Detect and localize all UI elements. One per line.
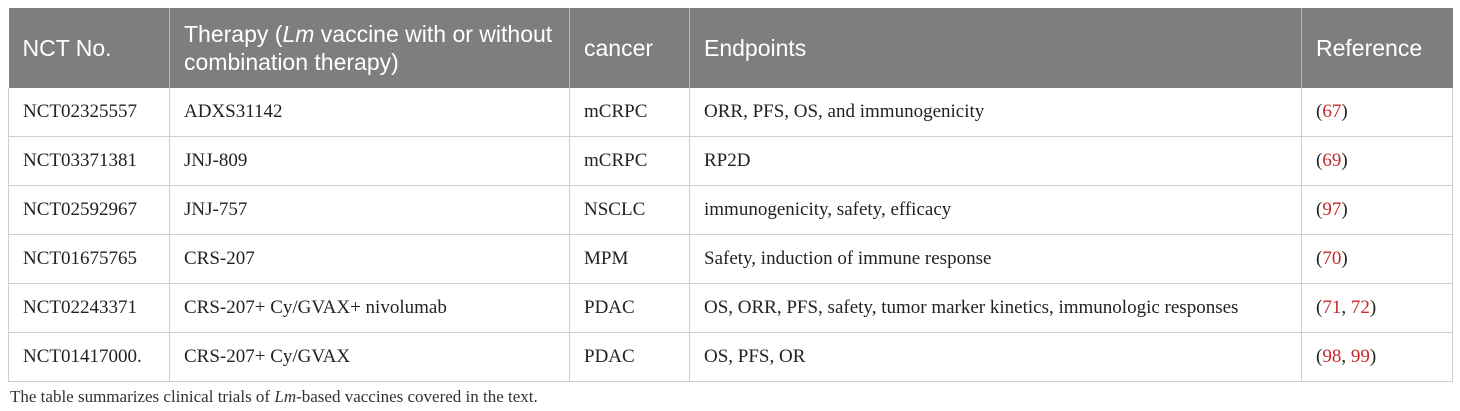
cell-reference: (67): [1301, 88, 1453, 137]
cell-reference: (98, 99): [1301, 332, 1453, 382]
reference-link[interactable]: 72: [1350, 297, 1370, 318]
ref-open-paren: (: [1316, 346, 1323, 367]
header-nct: NCT No.: [8, 8, 170, 88]
cell-cancer: PDAC: [569, 283, 690, 333]
ref-close-paren: ): [1341, 248, 1348, 269]
header-therapy-post: vaccine with or without combination ther…: [184, 21, 553, 75]
cell-nct: NCT01417000.: [8, 332, 170, 382]
ref-separator: ,: [1341, 346, 1351, 367]
clinical-trials-table: NCT No. Therapy (Lm vaccine with or with…: [8, 8, 1453, 382]
ref-open-paren: (: [1316, 248, 1323, 269]
header-reference: Reference: [1301, 8, 1453, 88]
ref-close-paren: ): [1341, 199, 1348, 220]
caption-pre: The table summarizes clinical trials of: [10, 387, 275, 406]
cell-therapy: CRS-207+ Cy/GVAX: [169, 332, 570, 382]
header-therapy-lm: Lm: [282, 21, 315, 47]
cell-nct: NCT02243371: [8, 283, 170, 333]
table-row: NCT01417000. CRS-207+ Cy/GVAX PDAC OS, PFS,…: [8, 332, 1453, 382]
cell-endpoints: OS, ORR, PFS, safety, tumor marker kinet…: [689, 283, 1302, 333]
reference-link[interactable]: 69: [1322, 150, 1342, 171]
cell-cancer: mCRPC: [569, 136, 690, 186]
cell-endpoints: OS, PFS, OR: [689, 332, 1302, 382]
header-endpoints: Endpoints: [689, 8, 1302, 88]
cell-cancer: MPM: [569, 234, 690, 284]
cell-reference: (71, 72): [1301, 283, 1453, 333]
table-row: NCT02592967 JNJ-757 NSCLC immunogenicity, s…: [8, 185, 1453, 235]
cell-therapy: JNJ-809: [169, 136, 570, 186]
table-row: NCT03371381 JNJ-809 mCRPC RP2D (69): [8, 136, 1453, 186]
cell-cancer: PDAC: [569, 332, 690, 382]
ref-open-paren: (: [1316, 101, 1323, 122]
cell-nct: NCT01675765: [8, 234, 170, 284]
cell-nct: NCT02325557: [8, 88, 170, 137]
cell-reference: (70): [1301, 234, 1453, 284]
cell-nct: NCT03371381: [8, 136, 170, 186]
cell-reference: (97): [1301, 185, 1453, 235]
ref-close-paren: ): [1369, 346, 1377, 367]
cell-reference: (69): [1301, 136, 1453, 186]
reference-link[interactable]: 97: [1322, 199, 1342, 220]
ref-open-paren: (: [1316, 297, 1323, 318]
reference-link[interactable]: 99: [1350, 346, 1370, 367]
cell-therapy: CRS-207: [169, 234, 570, 284]
cell-endpoints: Safety, induction of immune response: [689, 234, 1302, 284]
header-therapy: Therapy (Lm vaccine with or without comb…: [169, 8, 570, 88]
table-header-row: NCT No. Therapy (Lm vaccine with or with…: [8, 8, 1453, 88]
caption-post: -based vaccines covered in the text.: [296, 387, 538, 406]
ref-close-paren: ): [1341, 101, 1348, 122]
cell-nct: NCT02592967: [8, 185, 170, 235]
cell-endpoints: RP2D: [689, 136, 1302, 186]
cell-therapy: CRS-207+ Cy/GVAX+ nivolumab: [169, 283, 570, 333]
caption-lm: Lm: [274, 387, 297, 406]
cell-endpoints: immunogenicity, safety, efficacy: [689, 185, 1302, 235]
table-row: NCT02325557 ADXS31142 mCRPC ORR, PFS, OS, a…: [8, 88, 1453, 137]
ref-close-paren: ): [1369, 297, 1377, 318]
table-body: NCT02325557 ADXS31142 mCRPC ORR, PFS, OS, a…: [8, 88, 1453, 382]
header-cancer: cancer: [569, 8, 690, 88]
table-container: NCT No. Therapy (Lm vaccine with or with…: [8, 8, 1453, 407]
reference-link[interactable]: 71: [1322, 297, 1342, 318]
table-caption: The table summarizes clinical trials of …: [8, 387, 1452, 407]
reference-link[interactable]: 70: [1322, 248, 1342, 269]
cell-cancer: mCRPC: [569, 88, 690, 137]
table-row: NCT02243371 CRS-207+ Cy/GVAX+ nivolumab PD…: [8, 283, 1453, 333]
cell-therapy: ADXS31142: [169, 88, 570, 137]
reference-link[interactable]: 98: [1322, 346, 1342, 367]
ref-separator: ,: [1341, 297, 1351, 318]
header-therapy-pre: Therapy (: [184, 21, 283, 47]
ref-close-paren: ): [1341, 150, 1348, 171]
reference-link[interactable]: 67: [1322, 101, 1342, 122]
ref-open-paren: (: [1316, 199, 1323, 220]
cell-therapy: JNJ-757: [169, 185, 570, 235]
cell-endpoints: ORR, PFS, OS, and immunogenicity: [689, 88, 1302, 137]
table-row: NCT01675765 CRS-207 MPM Safety, induction o…: [8, 234, 1453, 284]
cell-cancer: NSCLC: [569, 185, 690, 235]
ref-open-paren: (: [1316, 150, 1323, 171]
